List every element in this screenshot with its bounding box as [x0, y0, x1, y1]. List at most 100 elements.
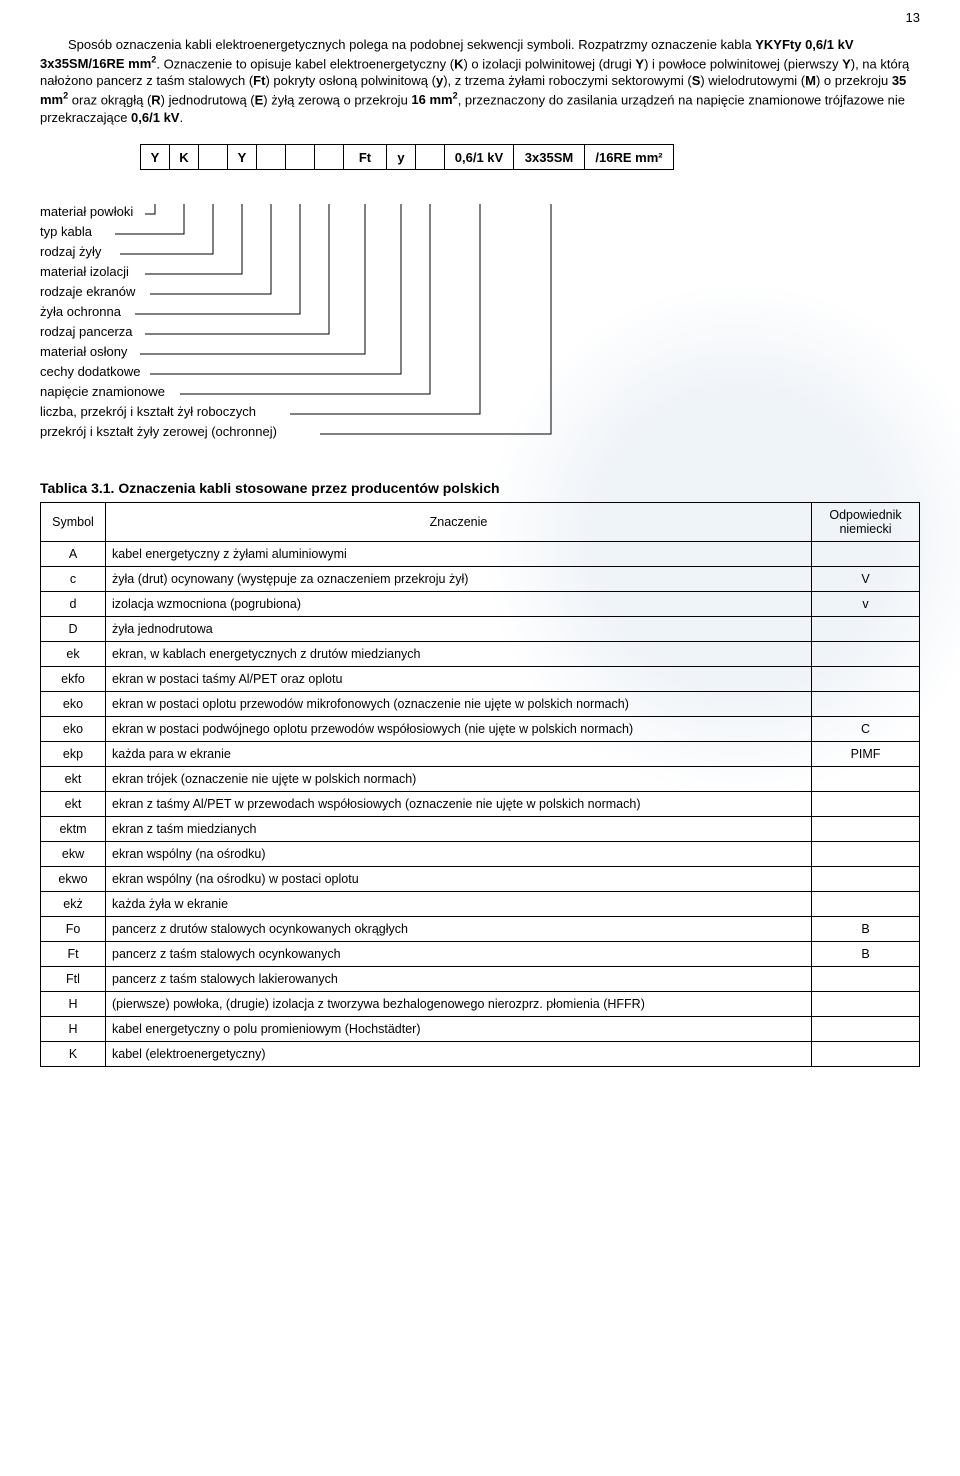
cell-meaning: kabel (elektroenergetyczny) [106, 1042, 812, 1067]
cell-symbol: ekw [41, 842, 106, 867]
cell-equiv [812, 992, 920, 1017]
cell-symbol: A [41, 542, 106, 567]
table-row: Fopancerz z drutów stalowych ocynkowanyc… [41, 917, 920, 942]
cell-equiv [812, 892, 920, 917]
cell-symbol: Ft [41, 942, 106, 967]
cell-equiv [812, 842, 920, 867]
table-row: ektekran trójek (oznaczenie nie ujęte w … [41, 767, 920, 792]
diagram-cells: Y K Y Ft y 0,6/1 kV 3x35SM /16RE mm² [140, 144, 673, 170]
cell-equiv [812, 692, 920, 717]
cell-equiv [812, 642, 920, 667]
diagram-label: liczba, przekrój i kształt żył roboczych [40, 404, 256, 419]
cell-symbol: Ftl [41, 967, 106, 992]
cell-meaning: ekran trójek (oznaczenie nie ujęte w pol… [106, 767, 812, 792]
table-row: H(pierwsze) powłoka, (drugie) izolacja z… [41, 992, 920, 1017]
cell-symbol: D [41, 617, 106, 642]
cell-equiv [812, 817, 920, 842]
cell-meaning: izolacja wzmocniona (pogrubiona) [106, 592, 812, 617]
table-row: ekpkażda para w ekraniePIMF [41, 742, 920, 767]
cell-symbol: H [41, 1017, 106, 1042]
cell-symbol: H [41, 992, 106, 1017]
text: ) o przekroju [816, 73, 892, 88]
diagram-cell: /16RE mm² [584, 144, 674, 170]
table-row: ekoekran w postaci podwójnego oplotu prz… [41, 717, 920, 742]
table-row: ekekran, w kablach energetycznych z drut… [41, 642, 920, 667]
symbol-Ft: Ft [253, 73, 265, 88]
col-symbol: Symbol [41, 503, 106, 542]
diagram-label: cechy dodatkowe [40, 364, 140, 379]
text: ) i powłoce polwinitowej (pierwszy [644, 56, 842, 71]
table-row: ekfoekran w postaci taśmy Al/PET oraz op… [41, 667, 920, 692]
cell-symbol: ekż [41, 892, 106, 917]
symbol-R: R [151, 92, 160, 107]
cell-equiv: v [812, 592, 920, 617]
cell-symbol: K [41, 1042, 106, 1067]
diagram-cell [314, 144, 344, 170]
cell-meaning: żyła (drut) ocynowany (występuje za ozna… [106, 567, 812, 592]
cell-symbol: c [41, 567, 106, 592]
cell-meaning: pancerz z drutów stalowych ocynkowanych … [106, 917, 812, 942]
text: oraz okrągłą ( [68, 92, 151, 107]
diagram-cell: 0,6/1 kV [444, 144, 514, 170]
cell-symbol: ekt [41, 767, 106, 792]
cell-meaning: ekran w postaci taśmy Al/PET oraz oplotu [106, 667, 812, 692]
cell-equiv [812, 867, 920, 892]
cell-symbol: ekfo [41, 667, 106, 692]
diagram-label: żyła ochronna [40, 304, 121, 319]
table-row: ekżkażda żyła w ekranie [41, 892, 920, 917]
cell-equiv: V [812, 567, 920, 592]
table-row: Akabel energetyczny z żyłami aluminiowym… [41, 542, 920, 567]
col-equiv: Odpowiednik niemiecki [812, 503, 920, 542]
diagram-cell: Y [140, 144, 170, 170]
cell-equiv: C [812, 717, 920, 742]
cell-meaning: ekran wspólny (na ośrodku) [106, 842, 812, 867]
designation-table: Symbol Znaczenie Odpowiednik niemiecki A… [40, 502, 920, 1067]
cell-meaning: każda para w ekranie [106, 742, 812, 767]
cell-meaning: ekran z taśm miedzianych [106, 817, 812, 842]
table-row: ektekran z taśmy Al/PET w przewodach wsp… [41, 792, 920, 817]
text: ) żyłą zerową o przekroju [263, 92, 411, 107]
cell-equiv [812, 1017, 920, 1042]
cell-meaning: (pierwsze) powłoka, (drugie) izolacja z … [106, 992, 812, 1017]
cell-symbol: ek [41, 642, 106, 667]
diagram-cell [415, 144, 445, 170]
cell-equiv: B [812, 942, 920, 967]
cell-equiv [812, 667, 920, 692]
cell-equiv [812, 767, 920, 792]
cell-equiv [812, 967, 920, 992]
cell-equiv: B [812, 917, 920, 942]
cell-equiv [812, 542, 920, 567]
table-header-row: Symbol Znaczenie Odpowiednik niemiecki [41, 503, 920, 542]
diagram-labels: materiał powłoki typ kabla rodzaj żyły m… [40, 204, 920, 464]
diagram-label: napięcie znamionowe [40, 384, 165, 399]
diagram-cell: K [169, 144, 199, 170]
diagram-label: typ kabla [40, 224, 92, 239]
cell-equiv [812, 617, 920, 642]
cell-meaning: ekran, w kablach energetycznych z drutów… [106, 642, 812, 667]
cell-equiv [812, 792, 920, 817]
symbol-Y: Y [842, 56, 851, 71]
col-meaning: Znaczenie [106, 503, 812, 542]
cell-equiv: PIMF [812, 742, 920, 767]
cell-symbol: eko [41, 717, 106, 742]
table-row: dizolacja wzmocniona (pogrubiona)v [41, 592, 920, 617]
table-row: ekwoekran wspólny (na ośrodku) w postaci… [41, 867, 920, 892]
diagram-label: materiał osłony [40, 344, 127, 359]
cell-meaning: kabel energetyczny z żyłami aluminiowymi [106, 542, 812, 567]
symbol-E: E [255, 92, 264, 107]
cell-equiv [812, 1042, 920, 1067]
text: ) wielodrutowymi ( [700, 73, 805, 88]
diagram-cell: 3x35SM [513, 144, 585, 170]
designation-diagram: Y K Y Ft y 0,6/1 kV 3x35SM /16RE mm² [40, 144, 920, 192]
diagram-label: przekrój i kształt żyły zerowej (ochronn… [40, 424, 277, 439]
table-row: cżyła (drut) ocynowany (występuje za ozn… [41, 567, 920, 592]
diagram-label: materiał izolacji [40, 264, 129, 279]
cell-meaning: kabel energetyczny o polu promieniowym (… [106, 1017, 812, 1042]
cell-meaning: pancerz z taśm stalowych lakierowanych [106, 967, 812, 992]
diagram-cell: Ft [343, 144, 387, 170]
cell-symbol: ekt [41, 792, 106, 817]
symbol-Y: Y [635, 56, 644, 71]
cell-symbol: Fo [41, 917, 106, 942]
diagram-cell: Y [227, 144, 257, 170]
text: Sposób oznaczenia kabli elektroenergetyc… [68, 37, 755, 52]
